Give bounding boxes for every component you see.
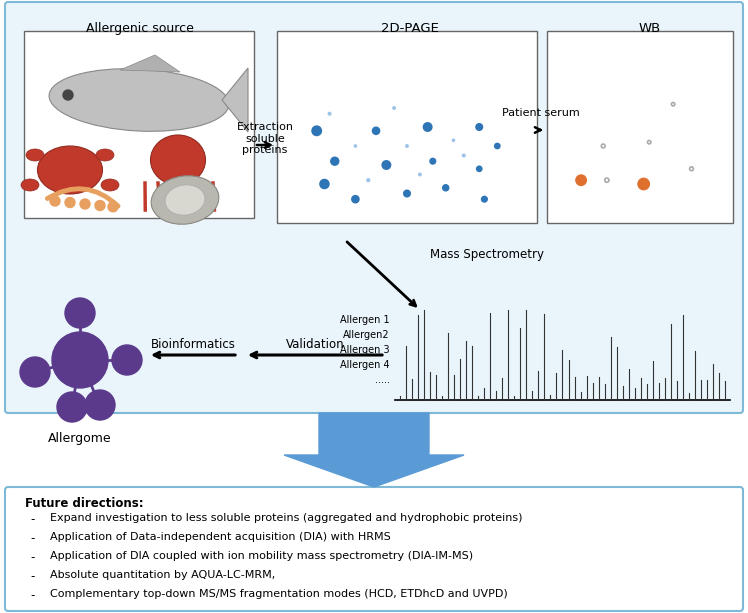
Polygon shape (120, 55, 180, 72)
FancyBboxPatch shape (5, 487, 743, 611)
Circle shape (373, 127, 380, 134)
Circle shape (80, 199, 90, 209)
Text: Allergome: Allergome (48, 432, 111, 445)
Circle shape (367, 179, 370, 181)
Text: Future directions:: Future directions: (25, 497, 144, 510)
Circle shape (355, 145, 357, 147)
Circle shape (331, 157, 339, 165)
Circle shape (462, 154, 465, 157)
Circle shape (65, 298, 95, 328)
Ellipse shape (151, 176, 219, 224)
Circle shape (63, 90, 73, 100)
Ellipse shape (49, 69, 229, 131)
Text: -: - (30, 532, 34, 545)
Text: Validation: Validation (286, 338, 344, 351)
Circle shape (382, 161, 390, 169)
Text: Absolute quantitation by AQUA-LC-MRM,: Absolute quantitation by AQUA-LC-MRM, (50, 570, 275, 580)
FancyBboxPatch shape (547, 31, 733, 223)
Text: .....: ..... (375, 375, 390, 385)
Circle shape (65, 197, 75, 207)
Text: Allergen 3: Allergen 3 (340, 345, 390, 355)
Circle shape (430, 158, 435, 164)
Text: -: - (30, 589, 34, 602)
Circle shape (482, 196, 487, 202)
Ellipse shape (26, 149, 44, 161)
Circle shape (112, 345, 142, 375)
Circle shape (312, 126, 322, 135)
Text: Expand investigation to less soluble proteins (aggregated and hydrophobic protei: Expand investigation to less soluble pro… (50, 513, 523, 523)
Circle shape (404, 190, 411, 197)
Text: Allergen 4: Allergen 4 (340, 360, 390, 370)
Circle shape (576, 175, 586, 185)
Circle shape (423, 123, 432, 131)
Circle shape (95, 200, 105, 210)
Ellipse shape (21, 179, 39, 191)
Circle shape (419, 173, 421, 176)
Ellipse shape (165, 185, 205, 215)
Circle shape (320, 180, 329, 189)
Circle shape (52, 332, 108, 388)
Text: Application of Data-independent acquisition (DIA) with HRMS: Application of Data-independent acquisit… (50, 532, 390, 542)
Circle shape (328, 112, 331, 115)
Circle shape (57, 392, 87, 422)
Text: Allergen 1: Allergen 1 (340, 315, 390, 325)
Text: WB: WB (639, 22, 661, 35)
Text: -: - (30, 570, 34, 583)
Text: Complementary top-down MS/MS fragmentation modes (HCD, ETDhcD and UVPD): Complementary top-down MS/MS fragmentati… (50, 589, 508, 599)
Circle shape (405, 145, 408, 147)
Text: Application of DIA coupled with ion mobility mass spectrometry (DIA-IM-MS): Application of DIA coupled with ion mobi… (50, 551, 473, 561)
Ellipse shape (37, 146, 102, 194)
Circle shape (352, 196, 359, 203)
Circle shape (443, 185, 449, 191)
Circle shape (453, 139, 455, 142)
Text: Patient serum: Patient serum (502, 108, 580, 118)
FancyBboxPatch shape (24, 31, 254, 218)
Text: Allergen2: Allergen2 (343, 330, 390, 340)
Text: Bioinformatics: Bioinformatics (150, 338, 236, 351)
Ellipse shape (150, 135, 206, 185)
Ellipse shape (96, 149, 114, 161)
Text: 2D-PAGE: 2D-PAGE (381, 22, 439, 35)
Polygon shape (284, 413, 464, 487)
Circle shape (638, 178, 649, 189)
Circle shape (85, 390, 115, 420)
Polygon shape (222, 68, 248, 132)
Text: Extraction
soluble
proteins: Extraction soluble proteins (236, 122, 293, 155)
FancyBboxPatch shape (5, 2, 743, 413)
FancyBboxPatch shape (277, 31, 537, 223)
Ellipse shape (101, 179, 119, 191)
Text: Allergenic source: Allergenic source (86, 22, 194, 35)
Text: -: - (30, 513, 34, 526)
Text: Mass Spectrometry: Mass Spectrometry (430, 248, 544, 261)
Circle shape (50, 196, 60, 206)
FancyArrowPatch shape (47, 189, 118, 206)
Circle shape (393, 107, 396, 109)
Text: -: - (30, 551, 34, 564)
Circle shape (108, 202, 118, 212)
Circle shape (494, 143, 500, 149)
Circle shape (476, 166, 482, 172)
Circle shape (476, 124, 482, 131)
Circle shape (20, 357, 50, 387)
